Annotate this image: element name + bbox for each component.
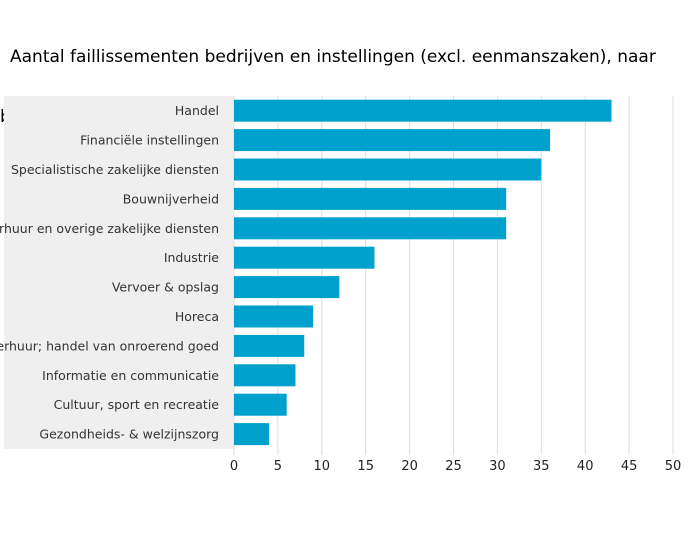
bar [234, 334, 305, 357]
category-label: Vervoer & opslag [112, 280, 219, 295]
category-label: Horeca [175, 309, 219, 324]
category-label: Informatie en communicatie [42, 368, 219, 383]
bar [234, 246, 375, 269]
bar [234, 305, 314, 328]
bar [234, 99, 612, 122]
chart-title-line-1: Aantal faillissementen bedrijven en inst… [10, 47, 656, 67]
x-tick-label: 15 [357, 459, 374, 474]
bar [234, 129, 551, 152]
category-label: Industrie [164, 250, 219, 265]
category-label: Verhuur en overige zakelijke diensten [0, 221, 219, 236]
bar [234, 217, 507, 240]
category-label: Financiële instellingen [80, 133, 219, 148]
x-tick-label: 50 [665, 459, 682, 474]
bar [234, 393, 287, 416]
category-label: Specialistische zakelijke diensten [11, 162, 219, 177]
bar [234, 364, 296, 387]
category-label: Handel [175, 103, 219, 118]
x-tick-label: 0 [230, 459, 238, 474]
x-tick-label: 45 [621, 459, 638, 474]
x-tick-label: 35 [533, 459, 550, 474]
category-label: Bouwnijverheid [123, 191, 219, 206]
bar [234, 276, 340, 299]
x-tick-label: 30 [489, 459, 506, 474]
category-label: Verhuur; handel van onroerend goed [0, 338, 219, 353]
x-tick-label: 20 [401, 459, 418, 474]
x-tick-label: 25 [445, 459, 462, 474]
bar [234, 423, 270, 446]
x-tick-label: 5 [274, 459, 282, 474]
bar [234, 187, 507, 210]
x-tick-label: 10 [314, 459, 331, 474]
category-label: Cultuur, sport en recreatie [54, 397, 220, 412]
category-label: Gezondheids- & welzijnszorg [39, 427, 219, 442]
bar [234, 158, 542, 181]
x-tick-label: 40 [577, 459, 594, 474]
category-label-band [4, 96, 234, 449]
